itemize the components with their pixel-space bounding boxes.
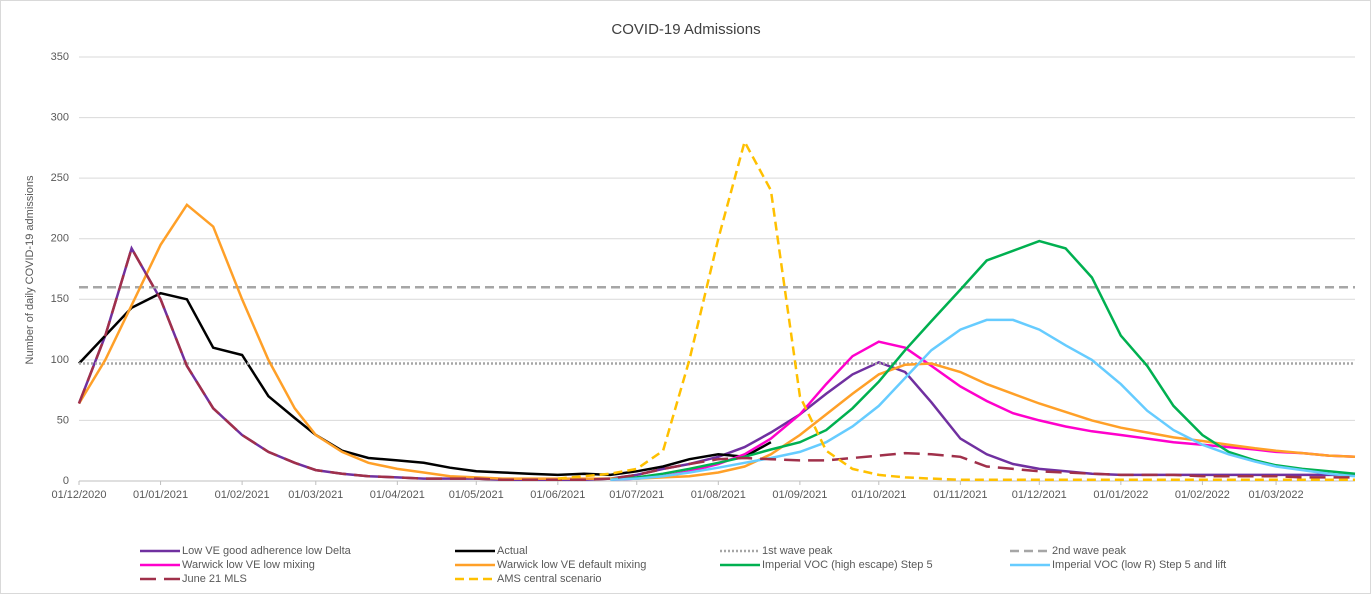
legend-label: Imperial VOC (high escape) Step 5 xyxy=(762,559,933,571)
y-tick-label: 50 xyxy=(57,414,69,426)
y-axis-label: Number of daily COVID-19 admissions xyxy=(24,175,36,364)
x-tick-label: 01/05/2021 xyxy=(449,489,504,501)
series-line xyxy=(610,318,1356,482)
chart-title: COVID-19 Admissions xyxy=(611,21,760,38)
legend-label: Warwick low VE default mixing xyxy=(497,559,646,571)
x-tick-label: 01/12/2020 xyxy=(51,489,106,501)
legend-label: 1st wave peak xyxy=(762,545,833,557)
y-tick-label: 250 xyxy=(51,172,69,184)
series-line xyxy=(77,245,1355,482)
series-line xyxy=(610,239,1356,482)
y-tick-label: 200 xyxy=(51,233,69,245)
x-tick-label: 01/12/2021 xyxy=(1012,489,1067,501)
x-tick-label: 01/03/2021 xyxy=(288,489,343,501)
legend-label: Low VE good adherence low Delta xyxy=(182,545,352,557)
x-tick-label: 01/04/2021 xyxy=(370,489,425,501)
y-tick-label: 100 xyxy=(51,354,69,366)
x-tick-label: 01/06/2021 xyxy=(530,489,585,501)
legend-label: Imperial VOC (low R) Step 5 and lift xyxy=(1052,559,1226,571)
x-tick-label: 01/03/2022 xyxy=(1249,489,1304,501)
legend-label: Warwick low VE low mixing xyxy=(182,559,315,571)
x-tick-label: 01/09/2021 xyxy=(772,489,827,501)
legend-label: Actual xyxy=(497,545,528,557)
x-tick-label: 01/07/2021 xyxy=(609,489,664,501)
x-tick-label: 01/11/2021 xyxy=(933,489,987,501)
legend-label: June 21 MLS xyxy=(182,573,247,585)
x-tick-label: 01/02/2022 xyxy=(1175,489,1230,501)
legend-label: 2nd wave peak xyxy=(1052,545,1126,557)
series-line xyxy=(77,202,1356,480)
y-tick-label: 300 xyxy=(51,111,69,123)
series-line xyxy=(557,138,1355,482)
y-tick-label: 0 xyxy=(63,475,69,487)
series-line xyxy=(78,291,772,477)
x-tick-label: 01/10/2021 xyxy=(851,489,906,501)
y-tick-label: 150 xyxy=(51,293,69,305)
legend-label: AMS central scenario xyxy=(497,573,602,585)
x-tick-label: 01/02/2021 xyxy=(215,489,270,501)
x-tick-label: 01/01/2022 xyxy=(1093,489,1148,501)
x-tick-label: 01/08/2021 xyxy=(691,489,746,501)
y-tick-label: 350 xyxy=(51,51,69,63)
x-tick-label: 01/01/2021 xyxy=(133,489,188,501)
